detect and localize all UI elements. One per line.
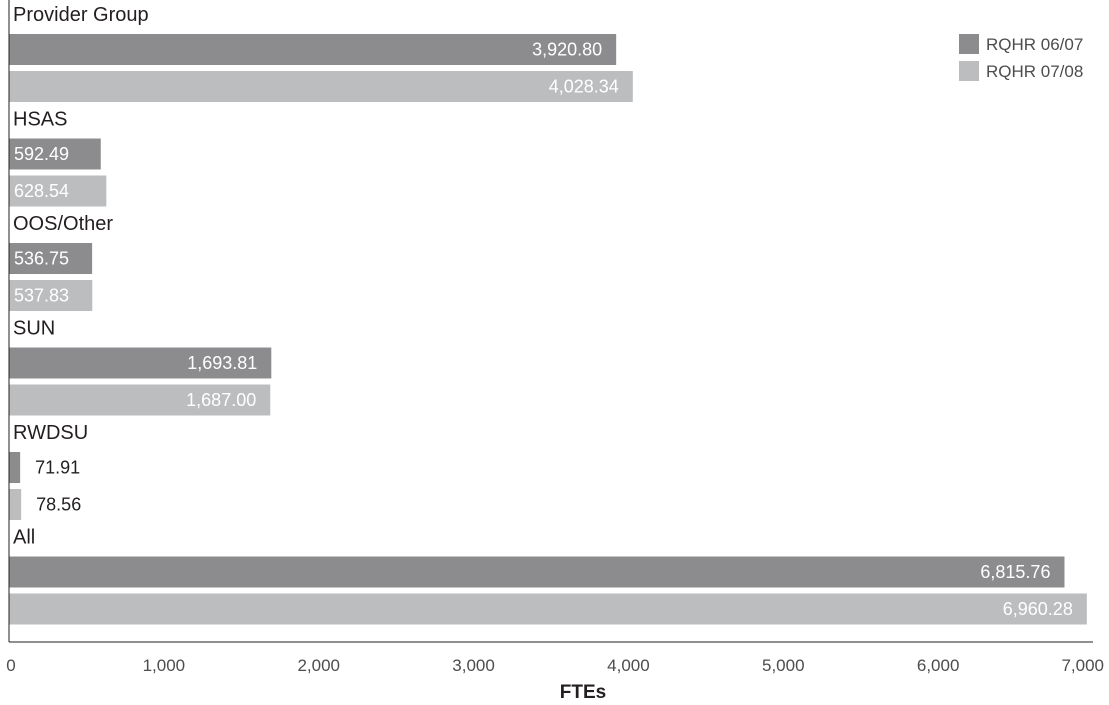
category-label-hsas: HSAS bbox=[13, 109, 67, 131]
bar-value-label-provider-group-rqhr-06-07: 3,920.80 bbox=[532, 40, 602, 60]
bar-rwdsu-rqhr-07-08 bbox=[9, 489, 22, 520]
bar-value-label-all-rqhr-06-07: 6,815.76 bbox=[980, 562, 1050, 582]
x-tick-label: 3,000 bbox=[452, 656, 495, 675]
bar-hsas-rqhr-06-07 bbox=[9, 138, 101, 170]
x-tick-label: 4,000 bbox=[607, 656, 650, 675]
bars-layer bbox=[9, 34, 1087, 625]
bar-value-label-rwdsu-rqhr-07-08: 78.56 bbox=[36, 495, 81, 515]
category-label-all: All bbox=[13, 527, 35, 549]
category-label-rwdsu: RWDSU bbox=[13, 422, 88, 444]
bar-value-label-oos-other-rqhr-06-07: 536.75 bbox=[14, 249, 69, 269]
bar-value-label-sun-rqhr-06-07: 1,693.81 bbox=[187, 353, 257, 373]
category-label-provider-group: Provider Group bbox=[13, 4, 149, 26]
bar-value-label-oos-other-rqhr-07-08: 537.83 bbox=[14, 286, 69, 306]
x-tick-label: 0 bbox=[6, 656, 15, 675]
bar-all-rqhr-06-07 bbox=[9, 556, 1065, 588]
x-tick-label: 2,000 bbox=[297, 656, 340, 675]
bar-value-label-all-rqhr-07-08: 6,960.28 bbox=[1003, 599, 1073, 619]
bar-value-label-hsas-rqhr-07-08: 628.54 bbox=[14, 181, 69, 201]
x-axis: 0 1,000 2,000 3,000 4,000 5,000 6,000 7,000 FTEs bbox=[6, 0, 1104, 703]
bar-sun-rqhr-07-08 bbox=[9, 384, 271, 416]
legend-label-rqhr-06-07: RQHR 06/07 bbox=[986, 35, 1083, 54]
x-tick-label: 5,000 bbox=[762, 656, 805, 675]
bar-value-label-hsas-rqhr-06-07: 592.49 bbox=[14, 144, 69, 164]
legend-swatch-rqhr-07-08 bbox=[959, 61, 979, 81]
bar-value-label-provider-group-rqhr-07-08: 4,028.34 bbox=[549, 77, 619, 97]
x-tick-label: 7,000 bbox=[1061, 656, 1104, 675]
bar-value-label-rwdsu-rqhr-06-07: 71.91 bbox=[35, 458, 80, 478]
bar-value-label-sun-rqhr-07-08: 1,687.00 bbox=[186, 390, 256, 410]
category-label-sun: SUN bbox=[13, 318, 55, 340]
legend-label-rqhr-07-08: RQHR 07/08 bbox=[986, 62, 1083, 81]
bar-provider-group-rqhr-06-07 bbox=[9, 34, 617, 65]
bar-oos-other-rqhr-06-07 bbox=[9, 243, 93, 274]
category-label-oos-other: OOS/Other bbox=[13, 213, 113, 235]
labels-layer: Provider Group 3,920.80 4,028.34 HSAS 592.49… bbox=[13, 4, 1073, 619]
bar-oos-other-rqhr-07-08 bbox=[9, 280, 93, 311]
bar-sun-rqhr-06-07 bbox=[9, 347, 272, 379]
bar-all-rqhr-07-08 bbox=[9, 593, 1087, 625]
bar-provider-group-rqhr-07-08 bbox=[9, 71, 633, 102]
legend: RQHR 06/07 RQHR 07/08 bbox=[959, 34, 1083, 81]
x-axis-title: FTEs bbox=[560, 682, 606, 703]
legend-swatch-rqhr-06-07 bbox=[959, 34, 979, 54]
bar-rwdsu-rqhr-06-07 bbox=[9, 452, 21, 483]
bar-hsas-rqhr-07-08 bbox=[9, 175, 107, 207]
x-tick-label: 6,000 bbox=[917, 656, 960, 675]
x-tick-label: 1,000 bbox=[143, 656, 186, 675]
